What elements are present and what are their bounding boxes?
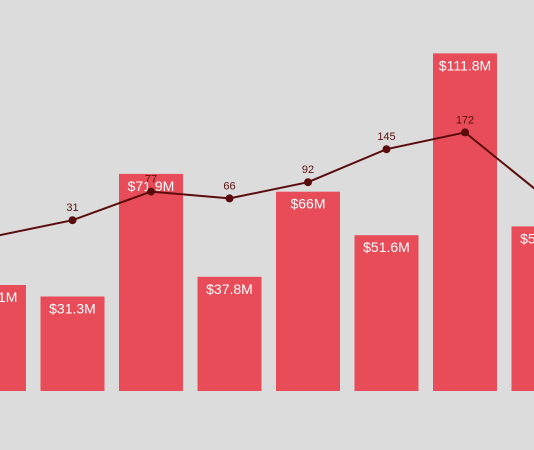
series-line <box>0 131 534 237</box>
line-series: 53177669214517270 <box>0 114 534 237</box>
line-point <box>304 178 312 187</box>
line-value-label: 92 <box>302 164 314 176</box>
bar <box>276 191 340 391</box>
bar <box>511 226 534 391</box>
line-point <box>225 194 234 203</box>
line-value-label: 145 <box>377 131 395 143</box>
bar-value-label: $71.9M <box>128 178 175 194</box>
bar <box>197 276 262 391</box>
bar <box>433 53 497 392</box>
bar-value-label: $54.5M <box>520 230 534 246</box>
bar-value-label: $111.8M <box>439 57 491 73</box>
line-point <box>461 128 469 137</box>
line-value-label: 172 <box>456 114 474 126</box>
bar-value-label: $51.6M <box>363 239 410 255</box>
bar <box>0 285 26 391</box>
line-value-label: 31 <box>66 202 78 214</box>
bar-series: $35.1M $31.3M $71.9M $37.8M $66M $51.6M $111.8… <box>0 53 534 392</box>
line-point <box>68 216 77 225</box>
line-value-label: 77 <box>145 174 157 186</box>
bar <box>40 296 105 391</box>
line-point <box>382 145 391 154</box>
bar-value-label: $35.1M <box>0 289 17 305</box>
line-value-label: 66 <box>223 180 235 192</box>
bar-value-label: $31.3M <box>49 301 96 317</box>
bar <box>354 235 419 391</box>
bar-value-label: $66M <box>290 196 325 212</box>
line-point <box>147 187 155 196</box>
bar <box>119 173 183 391</box>
bar-value-label: $37.8M <box>206 281 253 297</box>
